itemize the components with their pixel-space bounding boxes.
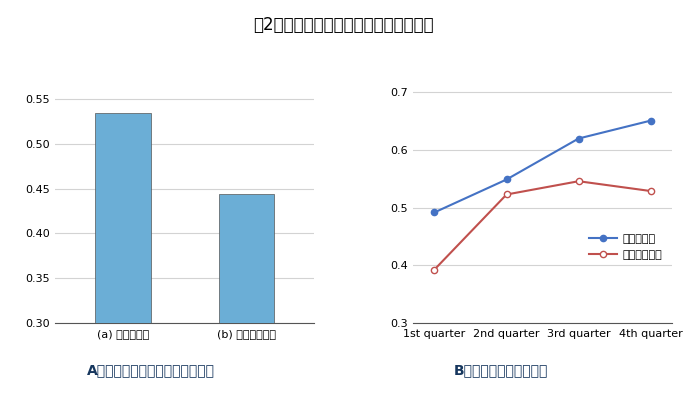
Bar: [219, 194, 274, 404]
民主的設定: [646, 118, 654, 123]
Line: 民主的設定: 民主的設定: [431, 118, 654, 215]
Line: 非民主的設定: 非民主的設定: [431, 178, 654, 273]
非民主的設定: [502, 192, 510, 197]
Bar: [95, 113, 151, 404]
非民主的設定: [574, 179, 582, 184]
Text: B．　労働生産性の推移: B． 労働生産性の推移: [453, 364, 548, 378]
Text: 図2　単位労働時間当たりの労働生産性: 図2 単位労働時間当たりの労働生産性: [252, 16, 434, 34]
Legend: 民主的設定, 非民主的設定: 民主的設定, 非民主的設定: [584, 230, 667, 264]
民主的設定: [574, 136, 582, 141]
民主的設定: [502, 177, 510, 182]
Text: A．　実現した労働生産性の平均: A． 実現した労働生産性の平均: [87, 364, 215, 378]
非民主的設定: [430, 267, 438, 272]
非民主的設定: [646, 189, 654, 194]
民主的設定: [430, 210, 438, 215]
